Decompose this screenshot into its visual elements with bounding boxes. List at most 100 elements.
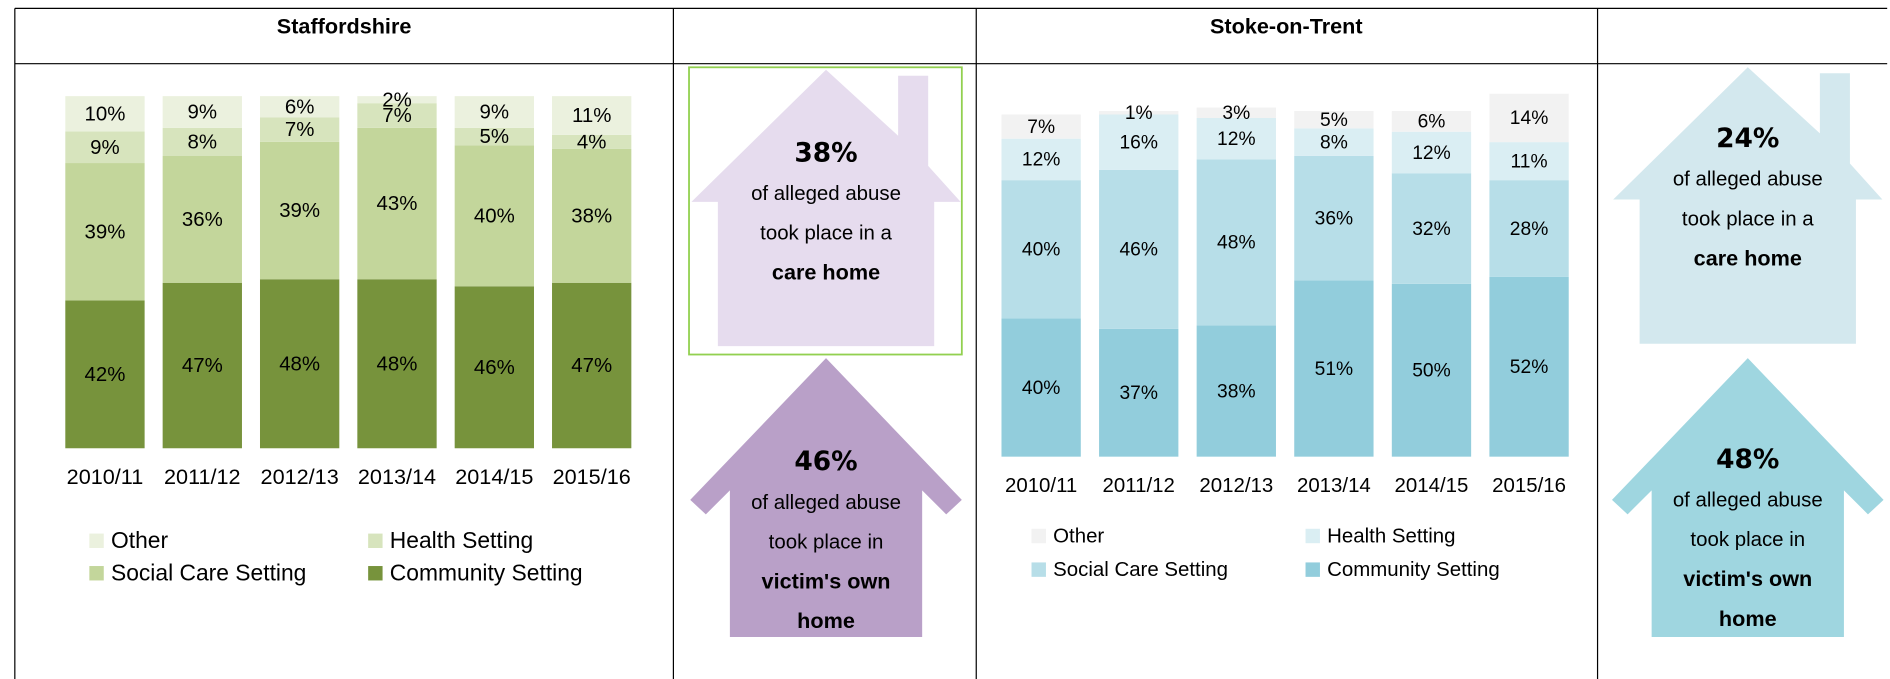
bar-segment (1001, 180, 1081, 319)
data-label: 47% (182, 355, 223, 377)
data-label: 7% (1027, 117, 1055, 138)
house-shape (1613, 67, 1883, 344)
bar-segment (1294, 155, 1374, 281)
x-tick-label: 2014/15 (455, 464, 533, 489)
data-label: 10% (85, 103, 126, 125)
infographic-percent: 38% (794, 137, 857, 168)
data-label: 1% (1125, 103, 1153, 124)
legend-swatch (1031, 562, 1046, 577)
data-label: 3% (1222, 103, 1250, 124)
data-label: 48% (279, 353, 320, 375)
data-label: 37% (1119, 383, 1157, 404)
data-label: 6% (1418, 112, 1446, 133)
data-label: 16% (1119, 132, 1157, 153)
bar-segment (162, 282, 242, 449)
legend-label: Community Setting (1327, 559, 1500, 581)
bar-segment (1196, 159, 1276, 326)
infographic-text: of alleged abuse (1673, 169, 1823, 191)
bar-segment (1294, 111, 1374, 129)
bar-segment (1391, 131, 1472, 174)
data-label: 12% (1217, 129, 1255, 150)
infographic-text: took place in (1690, 529, 1805, 551)
bar-segment (1489, 180, 1569, 277)
data-label: 9% (188, 102, 218, 124)
data-label: 12% (1412, 143, 1450, 164)
data-label: 36% (1315, 208, 1353, 229)
bar-segment (162, 156, 242, 283)
data-label: 4% (577, 132, 607, 154)
bar-segment (259, 117, 340, 142)
infographic-text: took place in a (760, 223, 892, 245)
bar-segment (259, 279, 340, 449)
legend-label: Social Care Setting (1053, 559, 1228, 581)
bar-segment (1099, 114, 1179, 170)
infographic-text: took place in (769, 532, 884, 554)
bar-segment (1196, 107, 1276, 118)
x-tick-label: 2010/11 (1005, 475, 1077, 497)
data-label: 52% (1510, 357, 1548, 378)
bar-segment (1391, 283, 1472, 457)
bar-segment (1294, 280, 1374, 457)
bar-segment (65, 300, 145, 449)
bar-segment (65, 96, 145, 132)
bar-segment (357, 127, 437, 280)
infographic-text: of alleged abuse (1673, 490, 1823, 512)
x-tick-label: 2015/16 (553, 464, 631, 489)
data-label: 7% (382, 105, 412, 127)
data-label: 38% (571, 205, 612, 227)
bar-segment (454, 145, 534, 287)
legend-label: Social Care Setting (111, 559, 306, 585)
data-label: 47% (571, 355, 612, 377)
bar-segment (1489, 142, 1569, 181)
bar-segment (552, 96, 632, 135)
data-label: 32% (1412, 219, 1450, 240)
data-label: 36% (182, 209, 223, 231)
data-label: 40% (1022, 378, 1060, 399)
bar-segment (1099, 111, 1179, 115)
data-label: 43% (377, 193, 418, 215)
house-shape (1611, 358, 1884, 637)
infographic-percent: 46% (794, 446, 857, 477)
data-label: 9% (480, 102, 510, 124)
legend-swatch (1305, 562, 1320, 577)
infographic-emphasis: home (797, 608, 855, 633)
bar-segment (1001, 114, 1081, 139)
house-shape (690, 358, 962, 637)
data-label: 39% (279, 200, 320, 222)
infographic-text: of alleged abuse (751, 492, 901, 514)
bar-segment (1196, 325, 1276, 457)
bar-segment (1196, 117, 1276, 160)
bar-segment (1294, 128, 1374, 156)
bar-segment (162, 96, 242, 128)
x-tick-label: 2015/16 (1492, 475, 1566, 497)
bar-segment (454, 96, 534, 128)
legend-label: Community Setting (390, 559, 583, 585)
bar-segment (357, 279, 437, 449)
data-label: 9% (90, 137, 120, 159)
bar-segment (552, 134, 632, 149)
infographic-emphasis: care home (1694, 245, 1802, 270)
bar-segment (1001, 138, 1081, 181)
bar-segment (1099, 328, 1179, 457)
house-shape (691, 69, 961, 347)
bar-segment (65, 163, 145, 301)
infographic-emphasis: victim's own (762, 569, 891, 594)
bar-segment (162, 127, 242, 157)
data-label: 8% (1320, 132, 1348, 153)
data-label: 8% (188, 132, 218, 154)
bar-segment (65, 131, 145, 164)
legend-swatch (368, 533, 383, 549)
legend-swatch (368, 566, 383, 581)
data-label: 2% (382, 89, 412, 111)
bar-segment (1001, 318, 1081, 457)
legend-label: Health Setting (1327, 526, 1455, 548)
infographic-emphasis: home (1719, 606, 1777, 631)
chart-title: Staffordshire (277, 13, 412, 38)
x-tick-label: 2011/12 (164, 464, 241, 489)
data-label: 28% (1510, 219, 1548, 240)
data-label: 39% (85, 221, 126, 243)
infographic-text: took place in a (1682, 208, 1814, 230)
bar-segment (552, 282, 632, 449)
infographic-percent: 48% (1716, 444, 1779, 475)
